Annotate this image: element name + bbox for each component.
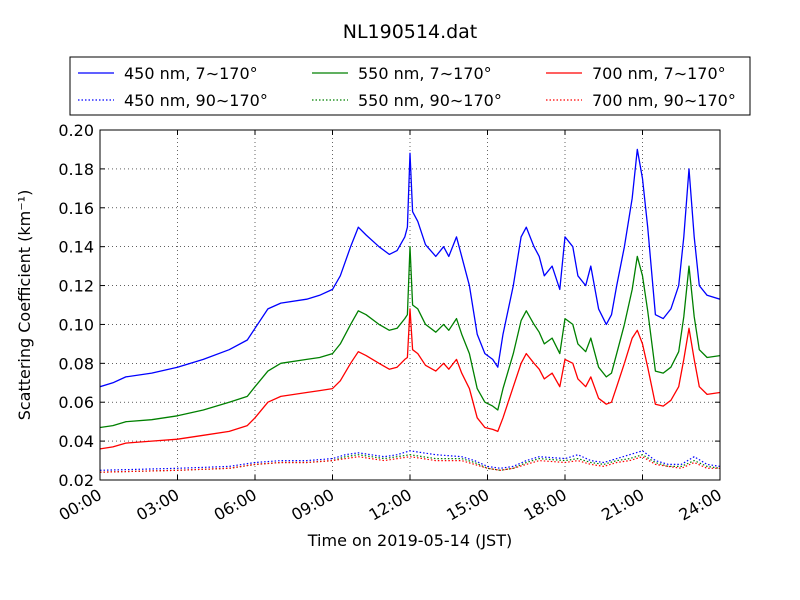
series-line	[100, 246, 720, 429]
x-axis-label: Time on 2019-05-14 (JST)	[307, 531, 512, 550]
x-tick-label: 24:00	[676, 485, 725, 525]
series-line	[100, 450, 720, 471]
y-tick-label: 0.02	[58, 471, 94, 490]
legend-label: 550 nm, 90∼170°	[358, 91, 502, 110]
y-tick-label: 0.16	[58, 199, 94, 218]
x-tick-label: 06:00	[211, 485, 260, 525]
x-tick-label: 18:00	[521, 485, 570, 525]
x-tick-label: 09:00	[288, 485, 337, 525]
legend: 450 nm, 7∼170° 550 nm, 7∼170° 700 nm, 7∼17…	[69, 56, 751, 116]
x-tick-label: 12:00	[366, 485, 415, 525]
x-tick-label: 00:00	[56, 485, 105, 525]
series-line	[100, 148, 720, 388]
plot-lines	[100, 148, 720, 473]
legend-box	[69, 56, 751, 116]
series-line	[100, 456, 720, 473]
x-tick-label: 21:00	[598, 485, 647, 525]
y-tick-label: 0.20	[58, 121, 94, 140]
y-tick-label: 0.08	[58, 354, 94, 373]
y-tick-label: 0.04	[58, 432, 94, 451]
y-axis-label: Scattering Coefficient (km⁻¹)	[15, 190, 34, 421]
y-tick-label: 0.18	[58, 160, 94, 179]
y-tick-label: 0.10	[58, 315, 94, 334]
legend-label: 700 nm, 90∼170°	[592, 91, 736, 110]
chart-title: NL190514.dat	[343, 21, 478, 43]
legend-label: 550 nm, 7∼170°	[358, 64, 492, 83]
y-axis: 0.02 0.04 0.06 0.08 0.10 0.12 0.14 0.16 0.18 0.20	[58, 121, 720, 490]
y-tick-label: 0.14	[58, 238, 94, 257]
grid	[100, 130, 720, 480]
y-tick-label: 0.12	[58, 277, 94, 296]
x-tick-label: 03:00	[133, 485, 182, 525]
legend-label: 450 nm, 7∼170°	[124, 64, 258, 83]
y-tick-label: 0.06	[58, 393, 94, 412]
series-line	[100, 454, 720, 473]
legend-label: 700 nm, 7∼170°	[592, 64, 726, 83]
x-tick-label: 15:00	[443, 485, 492, 525]
legend-label: 450 nm, 90∼170°	[124, 91, 268, 110]
series-line	[100, 308, 720, 450]
x-axis: 00:00 03:00 06:00 09:00 12:00 15:00 18:00 21:00…	[56, 130, 725, 525]
